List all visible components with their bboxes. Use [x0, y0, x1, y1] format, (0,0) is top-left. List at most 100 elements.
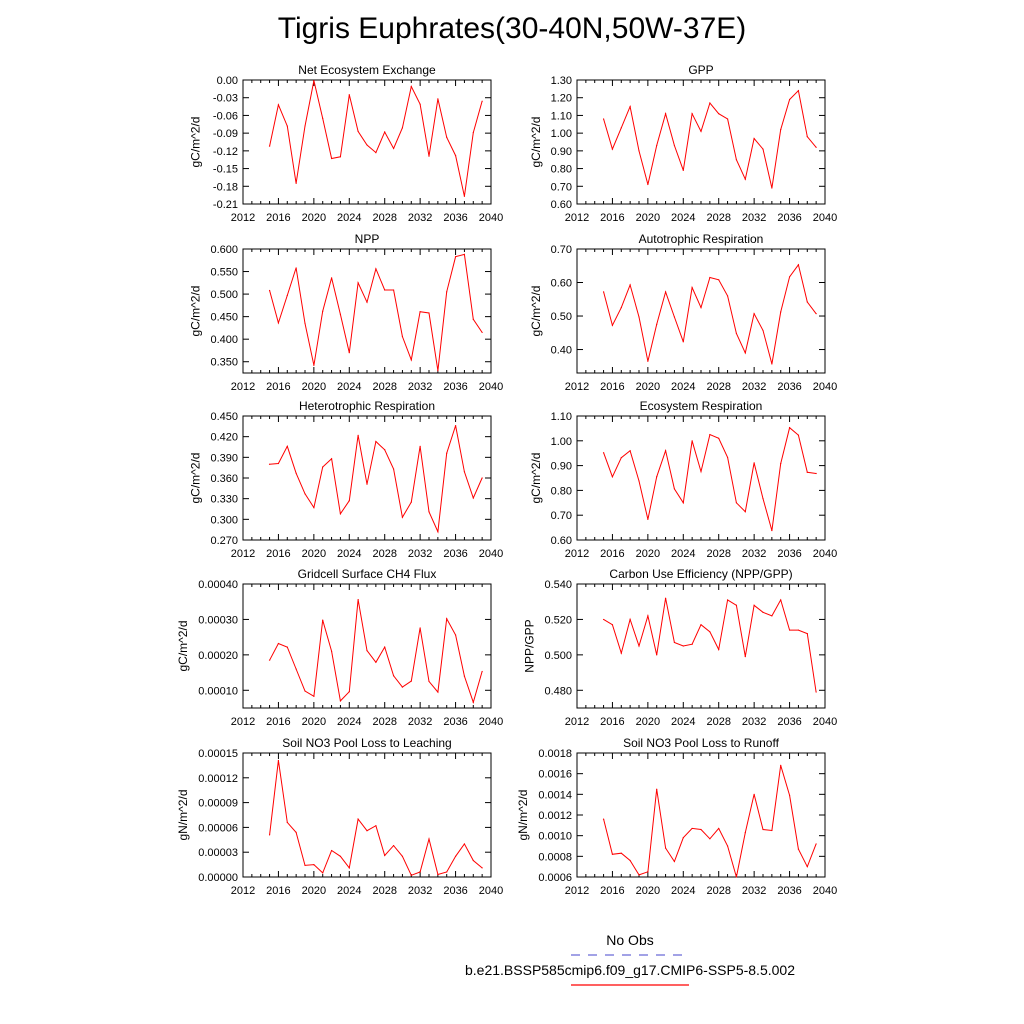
panel-3-data-point	[392, 289, 395, 291]
panel-3-data-point	[339, 313, 342, 315]
panel-1-data-point	[454, 154, 457, 157]
panel-2-data-point	[611, 148, 614, 150]
panel-4-data-point	[806, 301, 808, 303]
panel-10-data-point	[762, 828, 764, 831]
panel-6-data-point	[602, 452, 605, 454]
panel-5-xtick-label: 2036	[443, 548, 467, 560]
panel-10-data-point	[664, 847, 667, 849]
panel-10-ytick-label: 0.0018	[538, 748, 572, 760]
panel-3-data-point	[384, 289, 386, 291]
panel-9-data-point	[304, 864, 306, 867]
panel-4-data-point	[780, 311, 782, 313]
panel-6-data-point	[744, 511, 746, 513]
panel-5-title: Heterotrophic Respiration	[299, 399, 435, 413]
panel-7-ytick-label: 0.00030	[198, 614, 238, 626]
panel-9-data-point	[330, 849, 333, 852]
panel-7-data-point	[384, 646, 386, 648]
panel-4-xtick-label: 2024	[671, 381, 695, 393]
panel-4-data-point	[815, 313, 817, 315]
panel-3-ylabel: gC/m^2/d	[189, 286, 203, 337]
panel-5-xtick-label: 2040	[479, 548, 503, 560]
panel-3-data-point	[330, 277, 333, 279]
panel-4-data-point	[673, 316, 676, 318]
panel-6-ytick-label: 0.60	[551, 535, 572, 547]
panel-9-data-point	[268, 834, 271, 836]
panel-6-data-point	[815, 472, 817, 475]
panel-2-series-line	[603, 89, 817, 189]
panel-5-data-point	[286, 445, 288, 447]
panel-9-data-point	[348, 867, 350, 869]
panel-6-data-point	[726, 456, 729, 459]
panel-8-data-point	[682, 645, 684, 647]
panel-3-data-point	[446, 291, 448, 293]
panel-4-data-point	[735, 332, 738, 335]
panel-8-data-point	[673, 641, 676, 644]
panel-7-ylabel: gC/m^2/d	[176, 621, 190, 672]
panel-2-ytick-label: 1.00	[551, 128, 572, 140]
panel-8-data-point	[762, 611, 764, 613]
panel-10-ytick-label: 0.0008	[538, 851, 572, 863]
panel-5-data-point	[313, 507, 315, 509]
panel-3-ytick-label: 0.450	[210, 312, 238, 324]
panel-10-data-point	[771, 829, 773, 832]
panel-7-data-point	[286, 646, 288, 648]
panel-5-data-point	[428, 511, 430, 513]
panel-7-data-point	[454, 634, 457, 636]
panel-8-ytick-label: 0.500	[544, 650, 572, 662]
panel-4-data-point	[664, 291, 667, 293]
panel-2-data-point	[762, 148, 764, 150]
panel-4-data-point	[718, 279, 720, 281]
panel-1-data-point	[304, 125, 306, 127]
panel-1-xtick-label: 2032	[408, 212, 432, 224]
panel-8-data-point	[753, 604, 755, 606]
panel-6-xtick-label: 2012	[565, 548, 589, 560]
panel-2-data-point	[726, 118, 729, 120]
panel-1-data-point	[339, 156, 342, 158]
panel-10-data-point	[629, 859, 631, 862]
panel-8-data-point	[771, 615, 773, 617]
panel-3-data-point	[472, 318, 474, 320]
panel-9-xtick-label: 2016	[266, 885, 290, 897]
panel-4-xtick-label: 2032	[742, 381, 766, 393]
panel-2-xtick-label: 2016	[600, 212, 624, 224]
panel-1-ytick-label: -0.06	[213, 110, 238, 122]
panel-1-data-point	[268, 145, 271, 147]
panel-9-data-point	[295, 831, 297, 833]
panel-9-series-line	[269, 760, 483, 876]
panel-9-data-point	[384, 854, 386, 857]
panel-7-ytick-label: 0.00020	[198, 650, 238, 662]
panel-4-xtick-label: 2040	[813, 381, 837, 393]
panel-5-xtick-label: 2020	[302, 548, 326, 560]
panel-3-data-point	[304, 322, 306, 324]
panel-1-data-point	[481, 100, 483, 102]
panel-2-data-point	[709, 102, 711, 104]
panel-1-data-point	[419, 103, 421, 105]
panel-4-ytick-label: 0.70	[551, 244, 572, 256]
panel-4-data-point	[602, 291, 605, 293]
panel-5-ylabel: gC/m^2/d	[189, 453, 203, 504]
panel-6-data-point	[656, 476, 658, 478]
panel-2-ytick-label: 0.80	[551, 164, 572, 176]
panel-2-data-point	[780, 129, 782, 131]
panel-1-data-point	[392, 147, 395, 150]
panel-6-data-point	[700, 470, 702, 473]
panel-5-data-point	[401, 516, 404, 518]
panel-5-frame	[242, 415, 492, 541]
panel-6-data-point	[735, 502, 738, 504]
panel-8-xtick-label: 2016	[600, 716, 624, 728]
panel-2-data-point	[629, 105, 631, 108]
panel-6-xtick-label: 2020	[636, 548, 660, 560]
panel-5-xtick-label: 2024	[337, 548, 361, 560]
panel-7-data-point	[295, 668, 297, 670]
panel-3-ytick-label: 0.400	[210, 334, 238, 346]
panel-2-ytick-label: 1.10	[551, 110, 572, 122]
panel-9-ytick-label: 0.00012	[198, 773, 238, 785]
panel-6-xtick-label: 2040	[813, 548, 837, 560]
panel-9-data-point	[401, 855, 404, 857]
panel-5-data-point	[437, 531, 439, 533]
panel-9-data-point	[277, 759, 280, 762]
panel-3-data-point	[313, 364, 315, 366]
panel-7-data-point	[428, 680, 430, 683]
panel-8-data-point	[656, 654, 658, 656]
panel-3-data-point	[348, 352, 350, 354]
